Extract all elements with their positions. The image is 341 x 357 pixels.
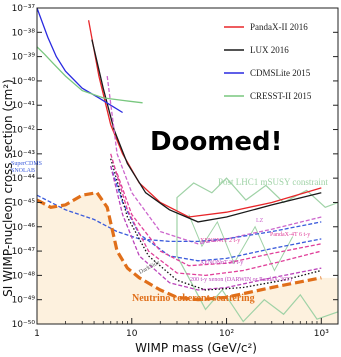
y-tick-label: 10⁻³⁷ — [12, 4, 36, 14]
darwin-label: 200 t-y xenon (DARWIN or PandaX-30T) — [190, 276, 292, 283]
series-line-11 — [37, 190, 322, 302]
series-line-3 — [37, 46, 143, 104]
y-tick-label: 10⁻⁴⁶ — [12, 223, 36, 233]
series-line-5 — [37, 194, 322, 243]
x-tick-label: 10 — [126, 329, 138, 339]
legend-label: LUX 2016 — [250, 45, 289, 55]
y-tick-label: 10⁻⁴⁰ — [12, 77, 36, 87]
series-line-9 — [110, 165, 322, 291]
y-tick-label: 10⁻⁴⁴ — [12, 174, 36, 184]
y-tick-label: 10⁻⁴⁷ — [12, 247, 36, 257]
plot-frame — [36, 7, 339, 325]
legend-box — [218, 12, 330, 114]
legend-label: PandaX-II 2016 — [250, 22, 308, 32]
x-tick-label: 10² — [219, 329, 234, 339]
susy-region-inner — [188, 214, 294, 272]
legend: PandaX-II 2016 LUX 2016 CDMSLite 2015 CRESS… — [218, 12, 330, 114]
series-line-0 — [87, 20, 322, 218]
legend-label: CRESST-II 2015 — [250, 91, 312, 101]
y-tick-label: 10⁻⁴² — [12, 126, 36, 136]
series-line-4 — [106, 76, 322, 245]
y-tick-label: 10⁻⁴¹ — [12, 101, 36, 111]
x-tick-label: 10³ — [314, 329, 329, 339]
y-tick-label: 10⁻⁴⁸ — [12, 271, 36, 281]
neutrino-floor-region — [37, 192, 338, 324]
y-tick-label: 10⁻³⁹ — [12, 53, 36, 63]
neutrino-label: Neutrino coherent scattering — [132, 293, 255, 304]
xenon1t-label: XENON1T 2 t-y — [200, 238, 240, 244]
ticks-layer: 10⁻⁵⁰ 10⁻⁴⁹ 10⁻⁴⁸ 10⁻⁴⁷ 10⁻⁴⁶ 10⁻⁴⁵ 10⁻⁴⁴ 10⁻⁴³… — [12, 4, 338, 339]
series-line-2 — [37, 8, 123, 114]
series-line-7 — [116, 173, 322, 267]
y-tick-label: 10⁻⁴⁹ — [12, 296, 36, 306]
snolab-label: SNOLAB — [11, 168, 35, 174]
supercdms-label: SuperCDMS — [11, 161, 42, 167]
series-layer — [37, 8, 322, 302]
series-line-6 — [110, 165, 322, 262]
darkside-label: DarkSide — [138, 260, 161, 276]
y-tick-label: 10⁻³⁸ — [12, 28, 36, 38]
doomed-overlay: Doomed! — [150, 127, 283, 157]
x-axis-label: WIMP mass (GeV/c²) — [135, 341, 257, 355]
y-tick-label: 10⁻⁴³ — [12, 150, 36, 160]
lz-label: LZ — [256, 218, 264, 224]
y-axis-label: SI WIMP-nucleon cross section (cm²) — [1, 79, 15, 297]
susy-constraint-region — [176, 177, 338, 323]
legend-label: CDMSLite 2015 — [250, 68, 311, 78]
series-line-1 — [91, 39, 322, 223]
x-tick-label: 1 — [34, 329, 40, 339]
series-line-8 — [110, 153, 322, 277]
pandax4t-label: PandaX-4T 6 t-y — [270, 232, 310, 238]
y-tick-label: 10⁻⁵⁰ — [12, 320, 36, 330]
y-tick-label: 10⁻⁴⁵ — [12, 198, 36, 208]
xenonnt-label: XENONnT 20 t-y — [200, 260, 243, 266]
susy-region-label: Post LHC1 mSUSY constraint — [218, 177, 328, 187]
susy-region-outline — [176, 177, 338, 323]
